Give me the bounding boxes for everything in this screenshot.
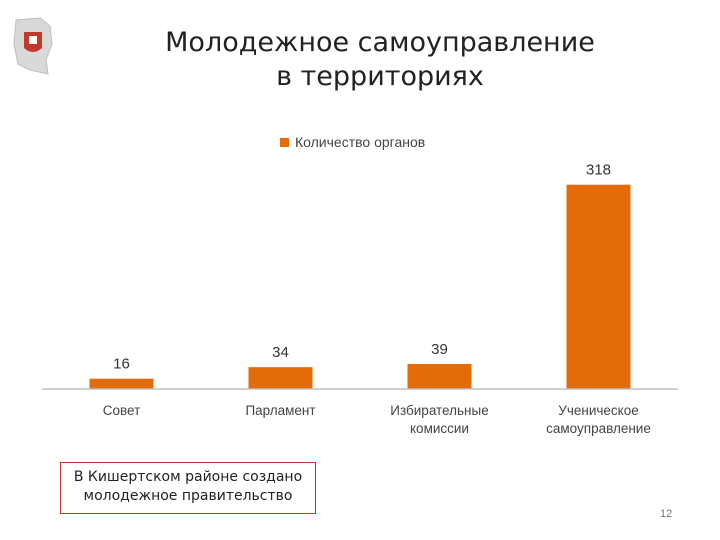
data-label-0: 16 [113, 356, 130, 373]
legend-swatch [280, 137, 289, 147]
note-box: В Кишертском районе создано молодежное п… [60, 462, 316, 514]
perm-krai-coat-of-arms-icon [13, 17, 53, 75]
bar-1 [248, 367, 313, 389]
legend-label: Количество органов [295, 134, 426, 150]
slide-title-line-2: в территориях [276, 61, 484, 92]
slide-title: Молодежное самоуправление в территориях [150, 26, 610, 94]
category-label-3-0: Ученическое [558, 403, 638, 418]
bar-3 [566, 184, 631, 389]
page-number: 12 [660, 508, 673, 520]
category-label-1-0: Парламент [245, 403, 315, 418]
data-label-2: 39 [431, 341, 448, 358]
bar-0 [89, 378, 154, 389]
bar-2 [407, 363, 472, 389]
data-label-1: 34 [272, 344, 289, 361]
chart-legend: Количество органов [280, 134, 425, 150]
category-label-2-1: комиссии [410, 421, 469, 436]
data-label-3: 318 [586, 162, 611, 179]
note-line-1: В Кишертском районе создано [73, 469, 303, 485]
category-label-2-0: Избирательные [390, 403, 488, 418]
category-label-0-0: Совет [103, 403, 141, 418]
category-label-3-1: самоуправление [546, 421, 651, 436]
slide-title-line-1: Молодежное самоуправление [165, 27, 595, 58]
note-line-2: молодежное правительство [83, 488, 293, 504]
